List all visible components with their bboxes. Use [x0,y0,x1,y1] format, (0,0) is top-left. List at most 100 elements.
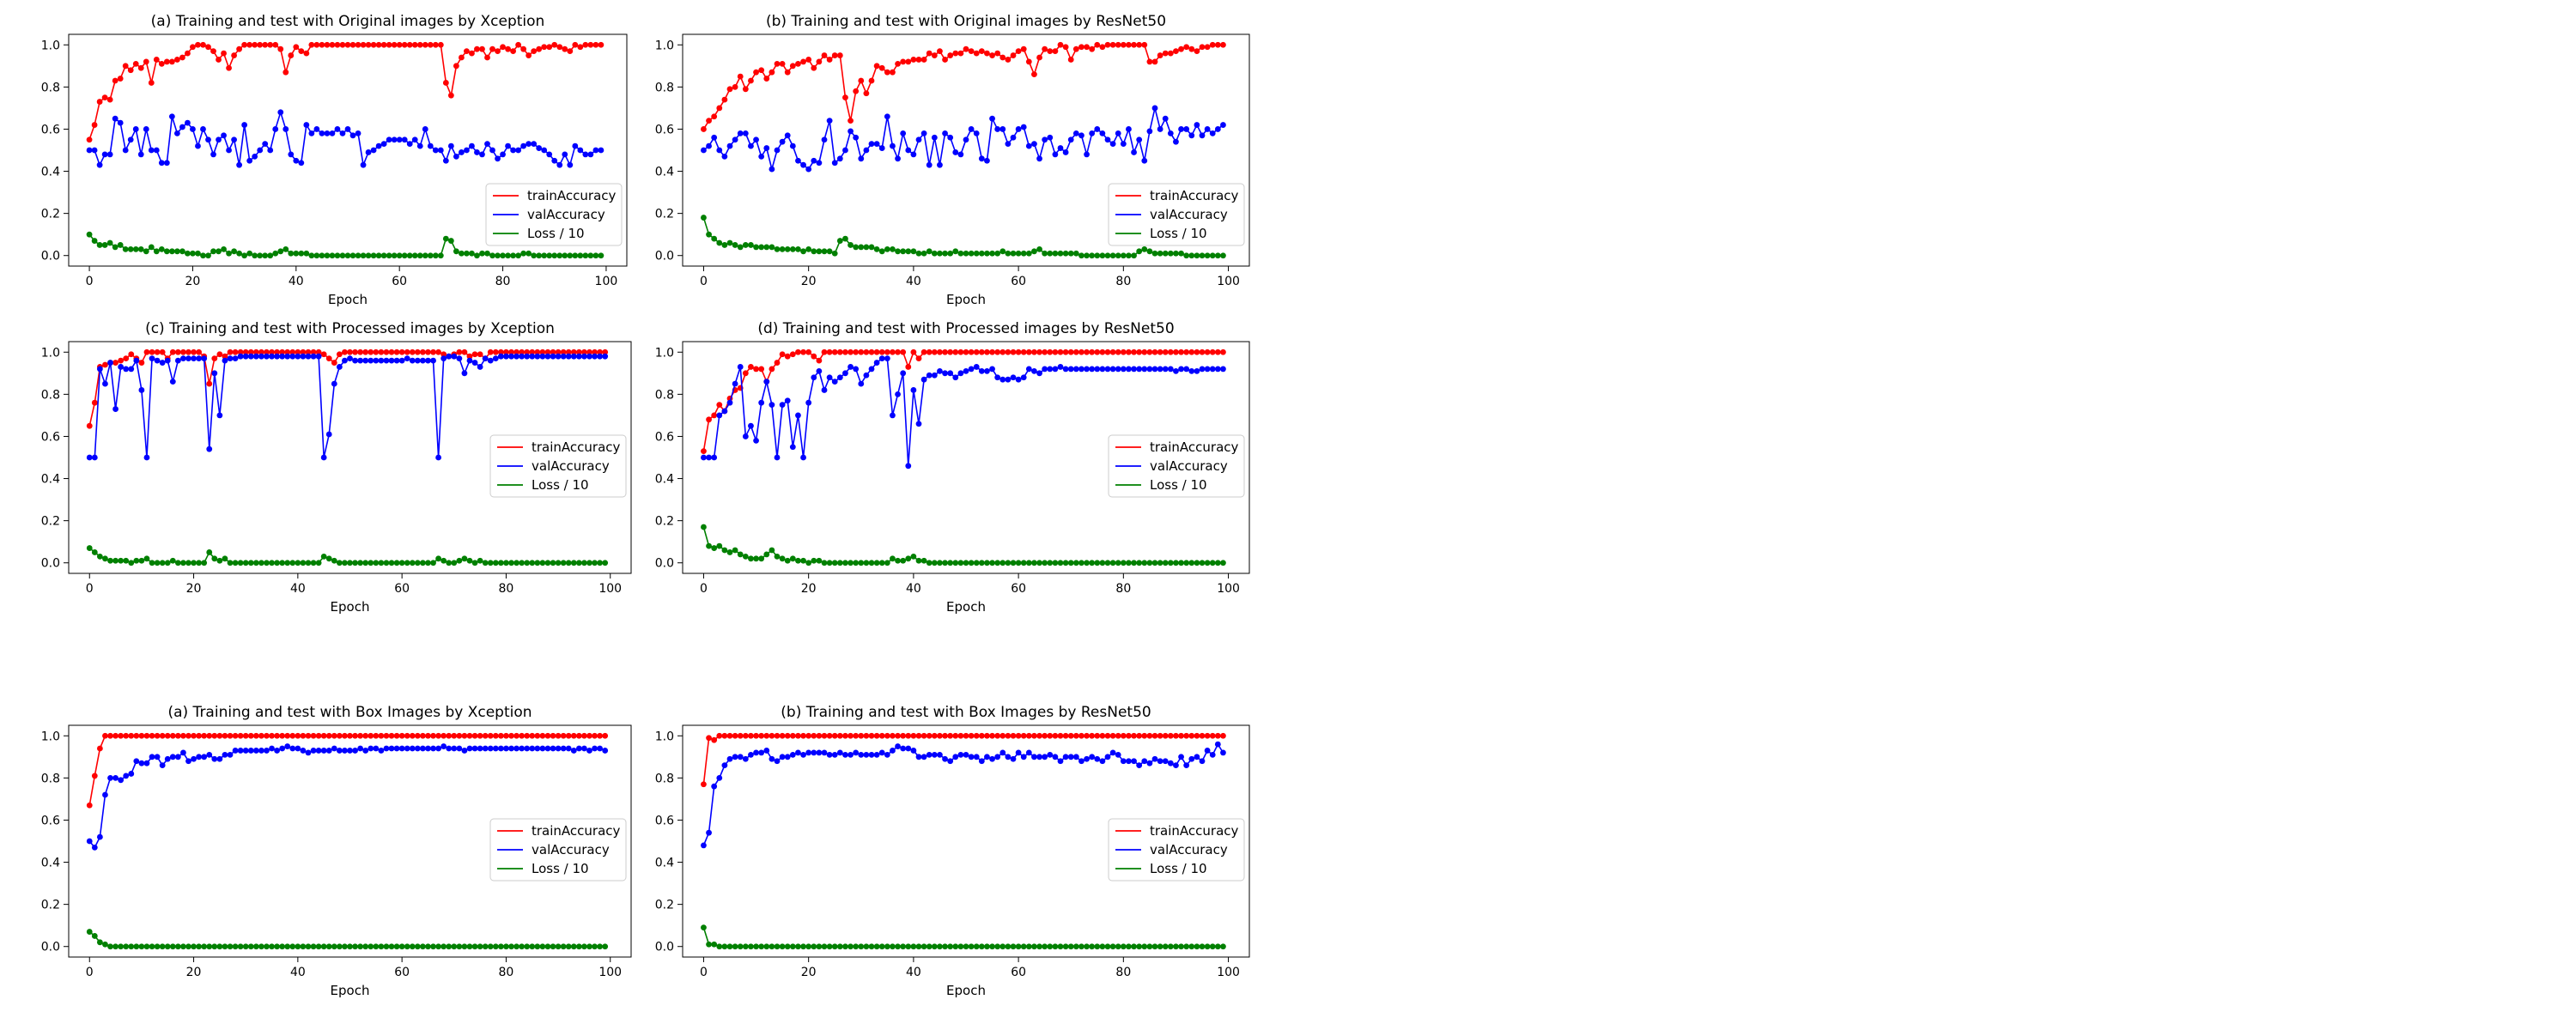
data-point [274,732,280,739]
data-point [1015,348,1022,355]
data-point [477,364,483,370]
data-point [831,751,838,758]
data-point [459,149,465,155]
data-point [1157,348,1163,355]
data-point [168,113,175,120]
data-point [853,943,860,950]
data-point [173,248,180,255]
data-point [795,157,801,164]
data-point [1094,252,1101,259]
y-tick-label: 0.0 [655,557,674,571]
data-point [1199,132,1206,139]
data-point [831,560,838,566]
data-point [1078,732,1084,739]
data-point [795,348,801,355]
data-point [1199,560,1206,566]
data-point [352,732,358,739]
data-point [999,126,1006,132]
data-point [320,553,327,560]
data-point [1031,348,1037,355]
data-point [430,560,436,566]
data-point [863,751,870,758]
data-point [920,250,927,257]
data-point [185,943,191,950]
data-point [258,943,264,950]
data-point [732,136,738,143]
data-point [347,732,353,739]
data-point [742,943,749,950]
data-point [349,132,356,139]
data-point [107,557,113,564]
data-point [200,41,206,48]
data-point [1115,560,1121,566]
data-point [784,732,791,739]
data-point [748,751,754,758]
data-point [1005,943,1012,950]
data-point [411,41,418,48]
data-point [726,86,733,93]
data-point [1214,41,1221,48]
data-point [534,943,541,950]
data-point [811,557,817,564]
data-point [391,136,398,143]
data-point [1120,943,1127,950]
data-point [232,943,239,950]
data-point [989,115,995,122]
data-point [848,751,854,758]
data-point [999,732,1006,739]
data-point [383,348,390,355]
data-point [180,732,186,739]
data-point [726,732,733,739]
data-point [300,560,307,566]
data-point [344,126,351,132]
data-point [800,58,806,65]
data-point [117,242,124,248]
data-point [721,96,728,103]
data-point [742,433,749,439]
data-point [241,252,248,259]
data-point [952,732,959,739]
data-point [409,745,416,752]
data-point [706,118,712,124]
data-point [446,745,453,752]
data-point [1094,943,1101,950]
data-point [800,161,806,168]
data-point [1062,560,1069,566]
data-point [863,732,870,739]
data-point [774,147,781,154]
x-tick-label: 20 [801,582,817,596]
data-point [1104,732,1111,739]
data-point [398,745,405,752]
data-point [587,252,594,259]
data-point [926,732,933,739]
data-point [86,136,93,143]
data-point [586,353,592,360]
data-point [575,353,582,360]
data-point [942,130,948,136]
data-point [91,549,98,555]
data-point [471,943,478,950]
data-point [352,943,358,950]
data-point [409,357,416,364]
data-point [349,41,356,48]
data-point [211,732,218,739]
data-point [149,732,155,739]
data-point [334,126,341,132]
data-point [331,943,337,950]
data-point [471,560,478,566]
data-point [868,141,875,148]
y-tick-label: 0.6 [41,430,60,444]
data-point [102,361,108,368]
data-point [112,732,118,739]
data-point [582,41,589,48]
data-point [378,732,385,739]
data-point [479,151,485,158]
data-point [920,557,927,564]
data-point [375,41,382,48]
data-point [1173,348,1179,355]
data-point [1042,732,1048,739]
data-point [748,555,754,562]
data-point [320,943,327,950]
data-point [1157,732,1163,739]
data-point [325,355,332,362]
